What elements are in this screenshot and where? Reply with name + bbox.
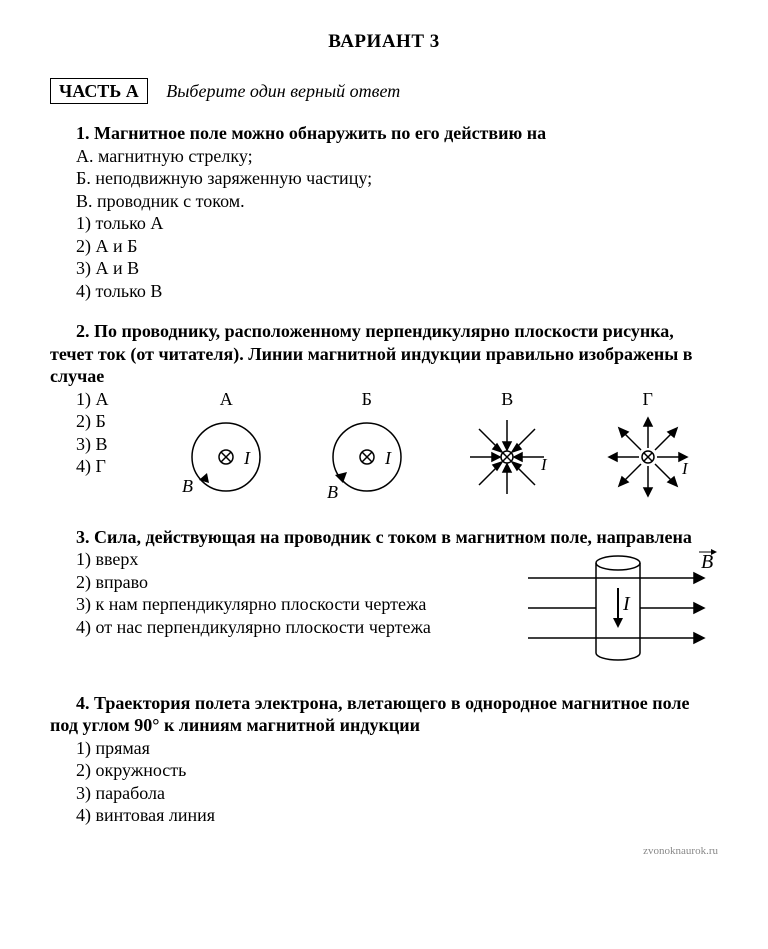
q4-text-b: к линиям магнитной индукции: [159, 715, 420, 735]
q3-opt-2: 2) вправо: [76, 571, 518, 594]
q4-opt-4: 4) винтовая линия: [76, 804, 718, 827]
field-circle-cw-icon: I B: [317, 412, 417, 502]
q2-text: По проводнику, расположенному перпендику…: [50, 321, 693, 386]
i-label: I: [622, 593, 631, 615]
q3-opt-4: 4) от нас перпендикулярно плоскости черт…: [76, 616, 518, 639]
q2-diagram-a: А I B: [176, 388, 276, 508]
question-3: 3. Сила, действующая на проводник с токо…: [50, 526, 718, 674]
conductor-in-field-icon: I B: [518, 548, 718, 668]
q3-number: 3.: [76, 527, 94, 547]
part-label: ЧАСТЬ А: [50, 78, 148, 105]
q4-opt-2: 2) окружность: [76, 759, 718, 782]
q2-label-v: В: [457, 388, 557, 411]
q1-stem: 1. Магнитное поле можно обнаружить по ег…: [50, 122, 718, 145]
i-label: I: [243, 448, 251, 468]
part-instruction: Выберите один верный ответ: [166, 81, 400, 101]
i-label: I: [681, 459, 689, 478]
q3-stem: 3. Сила, действующая на проводник с токо…: [50, 526, 718, 549]
field-circle-ccw-icon: I B: [176, 412, 276, 502]
q3-diagram: I B: [518, 548, 718, 674]
variant-title: ВАРИАНТ 3: [50, 30, 718, 54]
q2-stem: 2. По проводнику, расположенному перпенд…: [50, 320, 718, 388]
q2-diagram-v: В I: [457, 388, 557, 508]
q4-stem: 4. Траектория полета электрона, влетающе…: [50, 692, 718, 737]
q2-opt-1: 1) А: [76, 388, 156, 411]
q2-label-g: Г: [598, 388, 698, 411]
q1-opt-2: 2) А и Б: [76, 235, 718, 258]
q1-opt-1: 1) только А: [76, 212, 718, 235]
q1-statements: А. магнитную стрелку; Б. неподвижную зар…: [76, 145, 718, 303]
b-label: B: [182, 476, 193, 496]
q1-line-b: Б. неподвижную заряженную частицу;: [76, 167, 718, 190]
q1-line-a: А. магнитную стрелку;: [76, 145, 718, 168]
q3-options: 1) вверх 2) вправо 3) к нам перпендикуля…: [76, 548, 518, 638]
i-label: I: [384, 448, 392, 468]
b-label: B: [327, 482, 338, 502]
question-4: 4. Траектория полета электрона, влетающе…: [50, 692, 718, 827]
question-1: 1. Магнитное поле можно обнаружить по ег…: [50, 122, 718, 302]
watermark: zvonoknaurok.ru: [50, 845, 718, 859]
q4-opt-3: 3) парабола: [76, 782, 718, 805]
field-radial-out-icon: I: [598, 412, 698, 502]
i-label: I: [540, 455, 548, 474]
q4-opt-1: 1) прямая: [76, 737, 718, 760]
q1-opt-4: 4) только В: [76, 280, 718, 303]
q2-options: 1) А 2) Б 3) В 4) Г: [76, 388, 156, 478]
q2-opt-3: 3) В: [76, 433, 156, 456]
q2-opt-4: 4) Г: [76, 455, 156, 478]
q2-opt-2: 2) Б: [76, 410, 156, 433]
field-radial-in-icon: I: [457, 412, 557, 502]
q4-number: 4.: [76, 693, 94, 713]
question-2: 2. По проводнику, расположенному перпенд…: [50, 320, 718, 508]
q2-label-a: А: [176, 388, 276, 411]
q2-label-b: Б: [317, 388, 417, 411]
part-header: ЧАСТЬ А Выберите один верный ответ: [50, 78, 718, 105]
q1-text: Магнитное поле можно обнаружить по его д…: [94, 123, 546, 143]
q2-diagram-b: Б I B: [317, 388, 417, 508]
q3-opt-1: 1) вверх: [76, 548, 518, 571]
q2-diagrams: А I B Б: [156, 388, 718, 508]
q2-diagram-g: Г I: [598, 388, 698, 508]
q1-line-c: В. проводник с током.: [76, 190, 718, 213]
q1-opt-3: 3) А и В: [76, 257, 718, 280]
q2-number: 2.: [76, 321, 94, 341]
q4-options: 1) прямая 2) окружность 3) парабола 4) в…: [76, 737, 718, 827]
q3-text: Сила, действующая на проводник с током в…: [94, 527, 692, 547]
q1-number: 1.: [76, 123, 94, 143]
q3-opt-3: 3) к нам перпендикулярно плоскости черте…: [76, 593, 518, 616]
